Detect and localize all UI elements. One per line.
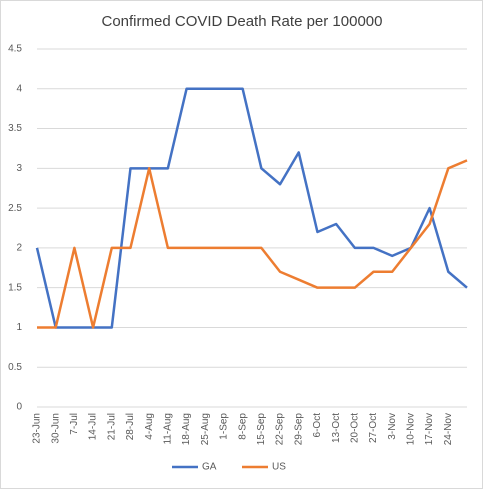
x-tick-label: 11-Aug [163,413,174,445]
x-tick-label: 18-Aug [181,413,192,445]
legend-label: US [272,462,286,473]
y-tick-label: 4.5 [8,44,22,55]
x-tick-label: 22-Sep [275,413,286,446]
line-series [35,87,468,329]
y-tick-label: 3.5 [8,123,22,134]
x-tick-label: 13-Oct [331,413,342,443]
x-tick-label: 25-Aug [200,413,211,445]
y-tick-label: 4 [16,83,22,94]
y-tick-label: 0 [16,402,22,413]
legend-label: GA [202,462,217,473]
x-tick-label: 30-Jun [50,413,61,444]
y-tick-label: 1 [16,322,22,333]
x-tick-label: 10-Nov [406,413,417,445]
x-tick-label: 28-Jul [125,413,136,440]
chart-title: Confirmed COVID Death Rate per 100000 [102,13,383,30]
y-tick-label: 3 [16,163,22,174]
x-tick-label: 7-Jul [69,413,80,435]
x-tick-label: 23-Jun [32,413,43,444]
x-tick-label: 20-Oct [349,413,360,443]
x-tick-label: 6-Oct [312,413,323,438]
x-tick-label: 24-Nov [443,413,454,445]
y-tick-label: 2 [16,243,22,254]
y-tick-label: 1.5 [8,282,22,293]
x-tick-label: 15-Sep [256,413,267,446]
y-tick-label: 0.5 [8,362,22,373]
x-tick-label: 17-Nov [424,413,435,445]
x-tick-label: 3-Nov [387,413,398,440]
x-tick-label: 29-Sep [293,413,304,446]
x-tick-label: 21-Jul [106,413,117,440]
x-tick-label: 1-Sep [219,413,230,440]
x-tick-label: 4-Aug [144,413,155,440]
y-tick-label: 2.5 [8,203,22,214]
x-tick-label: 14-Jul [88,413,99,440]
x-tick-label: 8-Sep [237,413,248,440]
line-series [37,159,468,329]
x-tick-label: 27-Oct [368,413,379,443]
